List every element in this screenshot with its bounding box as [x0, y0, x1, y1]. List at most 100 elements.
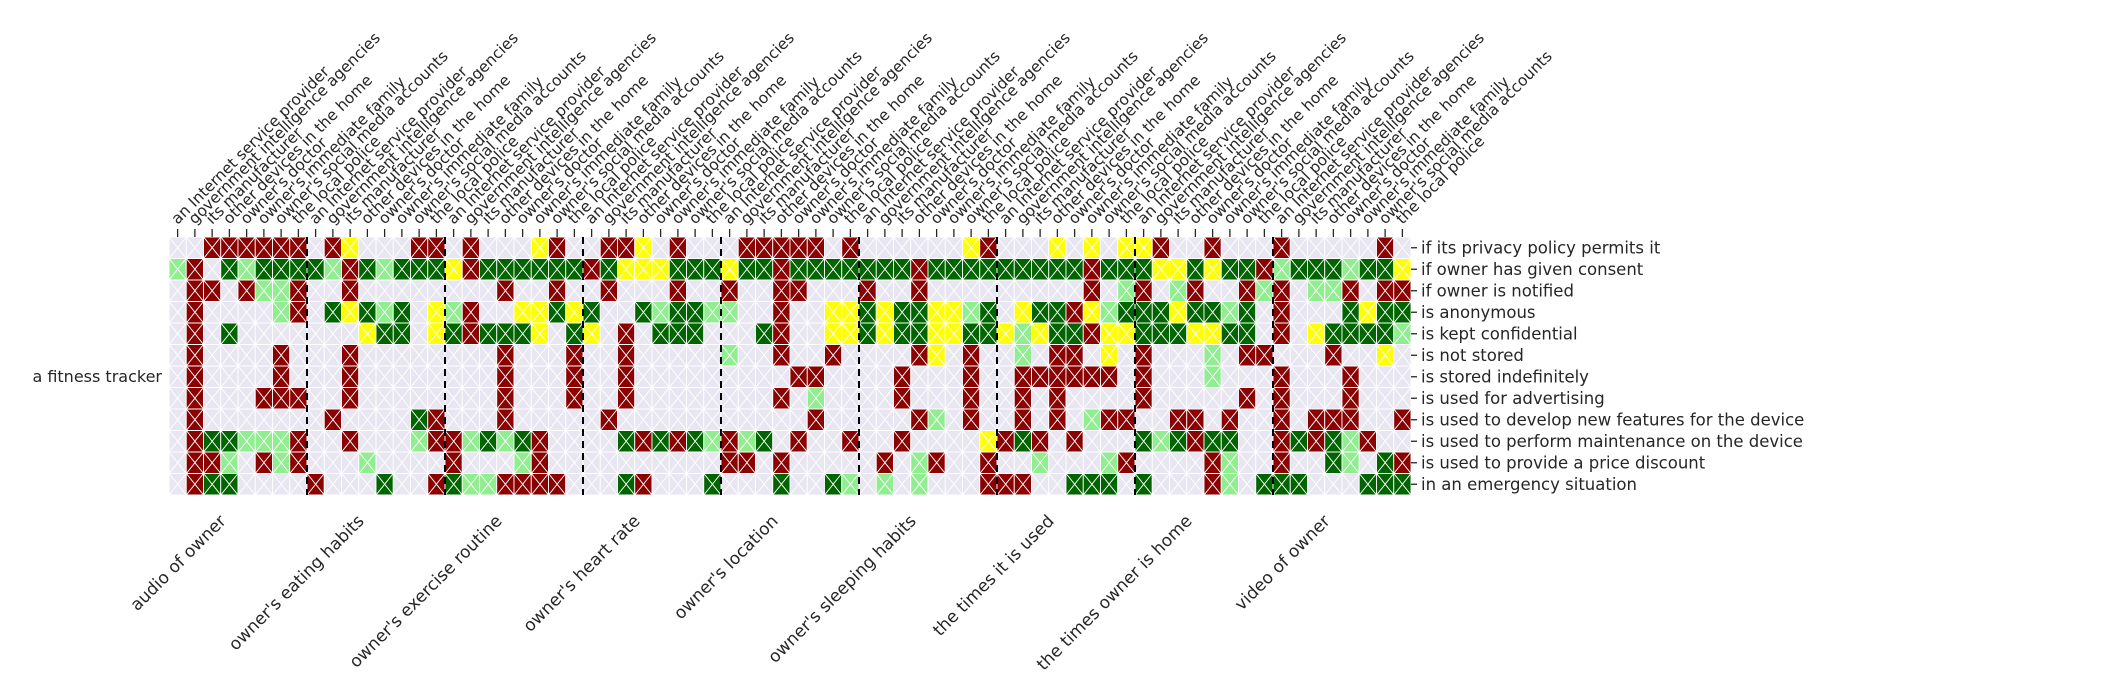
heatmap-cell: [1116, 235, 1136, 260]
heatmap-cell: [1151, 472, 1171, 497]
heatmap-cell: [564, 407, 584, 432]
heatmap-cell: [271, 407, 291, 432]
heatmap-cell: [1030, 472, 1050, 497]
heatmap-cell: [219, 364, 239, 389]
heatmap-cell: [633, 407, 653, 432]
heatmap-cell: [875, 386, 895, 411]
heatmap-cell: [1082, 321, 1102, 346]
cell-triangle: [530, 300, 541, 325]
heatmap-cell: [840, 343, 860, 368]
heatmap-grid: [168, 235, 1412, 497]
heatmap-cell: [444, 450, 464, 475]
heatmap-cell: [961, 257, 981, 282]
cell-triangle: [910, 278, 920, 303]
heatmap-cell: [651, 407, 671, 432]
heatmap-cell: [858, 472, 878, 497]
cell-triangle: [617, 300, 627, 325]
heatmap-cell: [219, 407, 239, 432]
cell-triangle: [651, 321, 662, 346]
heatmap-cell: [633, 257, 653, 282]
heatmap-cell: [978, 450, 998, 475]
heatmap-cell: [823, 343, 843, 368]
cell-triangle: [841, 278, 851, 303]
heatmap-cell: [1254, 321, 1274, 346]
heatmap-cell: [375, 386, 395, 411]
heatmap-cell: [1323, 235, 1343, 260]
cell-triangle: [565, 321, 575, 346]
heatmap-cell: [564, 257, 584, 282]
heatmap-cell: [616, 300, 636, 325]
cell-triangle: [1048, 257, 1058, 282]
heatmap-cell: [616, 257, 636, 282]
cell-triangle: [1238, 278, 1248, 303]
heatmap-cell: [1289, 321, 1309, 346]
heatmap-cell: [737, 364, 757, 389]
cell-triangle: [254, 321, 265, 346]
heatmap-cell: [754, 386, 774, 411]
cell-triangle: [1220, 257, 1231, 282]
heatmap-cell: [702, 235, 722, 260]
heatmap-cell: [185, 364, 205, 389]
heatmap-cell: [1341, 343, 1361, 368]
heatmap-cell: [461, 407, 481, 432]
heatmap-cell: [1272, 278, 1292, 303]
heatmap-cell: [306, 343, 326, 368]
cell-triangle: [893, 257, 903, 282]
cell-triangle: [1203, 257, 1214, 282]
heatmap-cell: [185, 235, 205, 260]
heatmap-cell: [1116, 407, 1136, 432]
heatmap-cell: [616, 278, 636, 303]
heatmap-cell: [375, 257, 395, 282]
heatmap-cell: [823, 472, 843, 497]
heatmap-cell: [409, 278, 429, 303]
heatmap-cell: [168, 429, 188, 454]
cell-triangle: [875, 321, 886, 346]
cell-triangle: [1100, 257, 1110, 282]
heatmap-cell: [616, 364, 636, 389]
cell-triangle: [962, 321, 972, 346]
cell-triangle: [392, 235, 403, 260]
heatmap-cell: [340, 257, 360, 282]
heatmap-cell: [1237, 364, 1257, 389]
cell-triangle: [772, 278, 782, 303]
cell-triangle: [651, 278, 662, 303]
heatmap-cell: [168, 257, 188, 282]
heatmap-cell: [1392, 278, 1412, 303]
heatmap-cell: [478, 257, 498, 282]
heatmap-cell: [668, 472, 688, 497]
cell-triangle: [720, 235, 731, 260]
cell-triangle: [1117, 278, 1127, 303]
cell-triangle: [1186, 300, 1196, 325]
heatmap-cell: [1203, 321, 1223, 346]
heatmap-cell: [357, 343, 377, 368]
heatmap-cell: [599, 343, 619, 368]
heatmap-cell: [651, 235, 671, 260]
heatmap-cell: [1358, 450, 1378, 475]
heatmap-cell: [789, 450, 809, 475]
heatmap-cell: [1272, 472, 1292, 497]
cell-triangle: [272, 257, 282, 282]
heatmap-cell: [944, 321, 964, 346]
cell-triangle: [1376, 300, 1386, 325]
heatmap-cell: [737, 343, 757, 368]
cell-triangle: [1238, 235, 1248, 260]
cell-triangle: [617, 257, 627, 282]
heatmap-cell: [1099, 386, 1119, 411]
heatmap-cell: [461, 429, 481, 454]
heatmap-cell: [1168, 257, 1188, 282]
heatmap-cell: [789, 386, 809, 411]
heatmap-cell: [426, 343, 446, 368]
heatmap-cell: [1116, 429, 1136, 454]
heatmap-cell: [392, 429, 412, 454]
group-label: owner's eating habits: [225, 511, 369, 655]
heatmap-cell: [823, 364, 843, 389]
heatmap-cell: [478, 472, 498, 497]
heatmap-cell: [840, 429, 860, 454]
heatmap-cell: [564, 321, 584, 346]
cell-triangle: [1186, 278, 1196, 303]
cell-triangle: [1238, 257, 1248, 282]
cell-triangle: [910, 235, 920, 260]
condition-label: if owner has given consent: [1421, 260, 1644, 279]
heatmap-cell: [1030, 343, 1050, 368]
